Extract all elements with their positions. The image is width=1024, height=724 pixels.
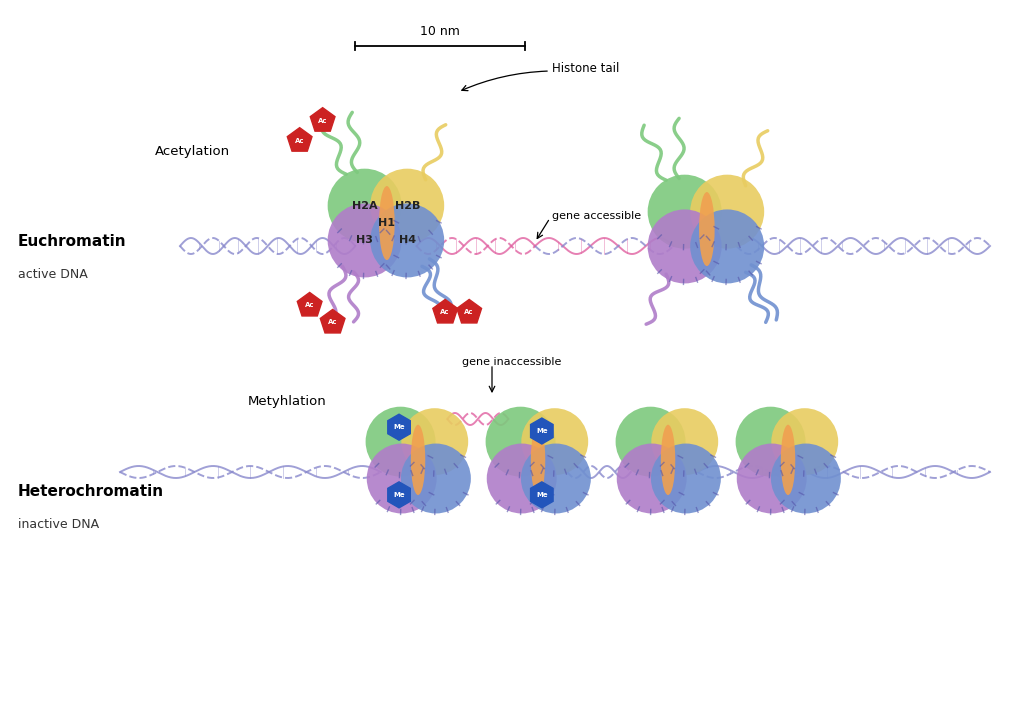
- Text: Ac: Ac: [305, 303, 314, 308]
- Ellipse shape: [411, 425, 425, 495]
- Circle shape: [371, 203, 444, 277]
- Text: Metyhlation: Metyhlation: [248, 395, 327, 408]
- Ellipse shape: [660, 425, 675, 495]
- Text: Ac: Ac: [440, 309, 450, 316]
- Circle shape: [651, 444, 721, 513]
- Text: Ac: Ac: [465, 309, 474, 316]
- Circle shape: [328, 203, 401, 277]
- Circle shape: [735, 407, 806, 476]
- Polygon shape: [433, 300, 458, 323]
- Text: H3: H3: [356, 235, 373, 245]
- Circle shape: [367, 444, 436, 513]
- Text: active DNA: active DNA: [18, 267, 88, 280]
- Text: Me: Me: [393, 424, 404, 430]
- Circle shape: [690, 209, 764, 283]
- Circle shape: [485, 407, 555, 476]
- Text: gene accessible: gene accessible: [552, 211, 641, 221]
- Polygon shape: [530, 482, 553, 508]
- Circle shape: [521, 444, 591, 513]
- Circle shape: [736, 444, 807, 513]
- Text: Euchromatin: Euchromatin: [18, 235, 127, 250]
- Polygon shape: [321, 309, 345, 333]
- Circle shape: [615, 407, 685, 476]
- Text: Acetylation: Acetylation: [155, 146, 230, 159]
- Text: Ac: Ac: [317, 118, 328, 124]
- Circle shape: [328, 169, 401, 243]
- Text: Heterochromatin: Heterochromatin: [18, 484, 164, 500]
- Ellipse shape: [379, 186, 394, 260]
- Circle shape: [651, 408, 718, 475]
- Text: Me: Me: [536, 492, 548, 498]
- Text: Ac: Ac: [295, 138, 304, 143]
- Ellipse shape: [530, 425, 545, 495]
- Polygon shape: [310, 108, 335, 131]
- Circle shape: [771, 444, 841, 513]
- Polygon shape: [388, 414, 411, 440]
- Ellipse shape: [699, 192, 715, 266]
- Ellipse shape: [781, 425, 796, 495]
- Text: 10 nm: 10 nm: [420, 25, 460, 38]
- Text: H1: H1: [378, 218, 395, 228]
- Circle shape: [371, 169, 444, 243]
- Circle shape: [647, 209, 722, 283]
- Circle shape: [401, 444, 471, 513]
- Polygon shape: [297, 292, 322, 316]
- Text: H2A: H2A: [352, 201, 378, 211]
- Circle shape: [647, 174, 722, 248]
- Circle shape: [486, 444, 557, 513]
- Circle shape: [771, 408, 839, 475]
- Text: H4: H4: [398, 235, 416, 245]
- Text: inactive DNA: inactive DNA: [18, 518, 99, 531]
- Polygon shape: [530, 418, 553, 444]
- Circle shape: [521, 408, 588, 475]
- Circle shape: [401, 408, 468, 475]
- Polygon shape: [288, 127, 312, 151]
- Text: H2B: H2B: [394, 201, 420, 211]
- Text: Me: Me: [536, 428, 548, 434]
- Text: Ac: Ac: [328, 319, 337, 326]
- Circle shape: [616, 444, 687, 513]
- Circle shape: [690, 174, 764, 248]
- Circle shape: [366, 407, 435, 476]
- Text: Me: Me: [393, 492, 404, 498]
- Polygon shape: [457, 300, 481, 323]
- Text: Histone tail: Histone tail: [552, 62, 620, 75]
- Polygon shape: [388, 482, 411, 508]
- Text: gene inaccessible: gene inaccessible: [462, 357, 561, 367]
